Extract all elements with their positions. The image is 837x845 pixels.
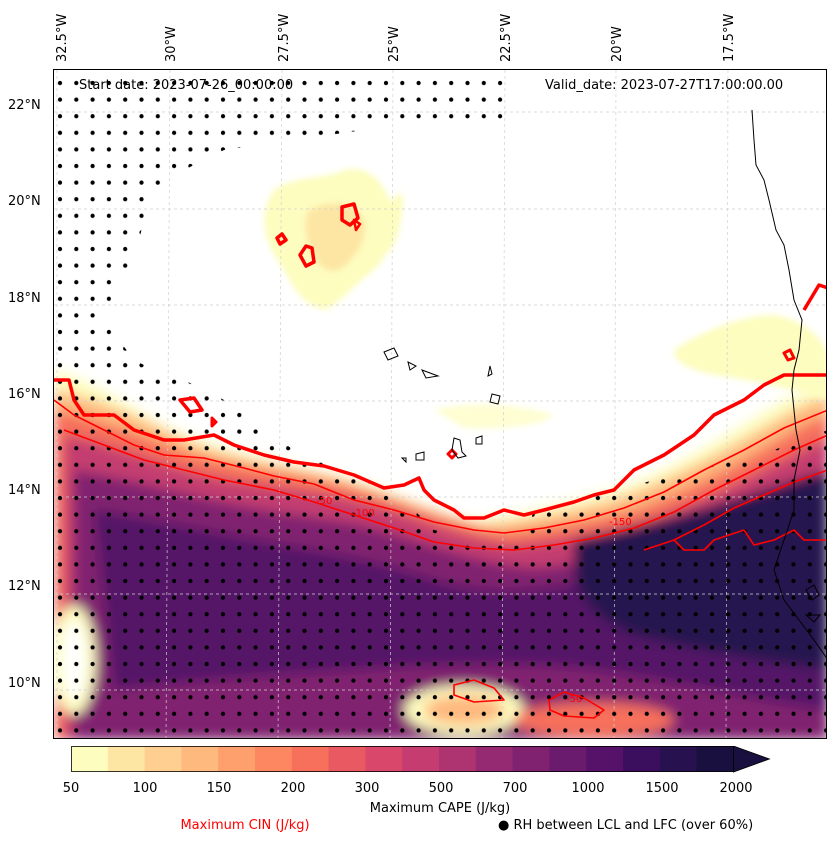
contour-label-50: -50 bbox=[316, 496, 332, 507]
rh-stipple bbox=[54, 70, 826, 738]
valid-date-label: Valid_date: 2023-07-27T17:00:00.00 bbox=[545, 78, 784, 93]
map-canvas: -50 -100 -150 -50 bbox=[54, 70, 826, 738]
colorbar-segment bbox=[365, 746, 403, 772]
colorbar-segment bbox=[659, 746, 698, 772]
lat-label-20n: 20°N bbox=[8, 194, 41, 209]
contour-label-150: -150 bbox=[609, 517, 632, 528]
cb-tick-1000: 1000 bbox=[571, 781, 605, 796]
colorbar-label: Maximum CAPE (J/kg) bbox=[369, 801, 511, 816]
colorbar-segment bbox=[512, 746, 550, 772]
cb-tick-700: 700 bbox=[502, 781, 528, 796]
contour-label-100: -100 bbox=[352, 508, 375, 519]
lon-label-20w: 20°W bbox=[610, 26, 625, 62]
colorbar-segment bbox=[475, 746, 514, 772]
colorbar-segment bbox=[586, 746, 624, 772]
colorbar-segment bbox=[218, 746, 256, 772]
cb-tick-150: 150 bbox=[206, 781, 232, 796]
rh-legend-label: ● RH between LCL and LFC (over 60%) bbox=[498, 818, 754, 833]
cin-contours bbox=[54, 202, 826, 719]
lon-label-25w: 25°W bbox=[387, 26, 402, 62]
lat-label-12n: 12°N bbox=[8, 579, 41, 594]
cin-legend-label: Maximum CIN (J/kg) bbox=[180, 818, 310, 833]
cb-tick-1500: 1500 bbox=[645, 781, 679, 796]
cb-tick-500: 500 bbox=[428, 781, 454, 796]
cape-north-blob bbox=[264, 169, 826, 429]
lat-label-16n: 16°N bbox=[8, 387, 41, 402]
colorbar-segment bbox=[144, 746, 182, 772]
cb-tick-50: 50 bbox=[62, 781, 80, 796]
lat-label-22n: 22°N bbox=[8, 98, 41, 113]
lat-label-10n: 10°N bbox=[8, 676, 41, 691]
colorbar-segment bbox=[549, 746, 587, 772]
lat-label-18n: 18°N bbox=[8, 291, 41, 306]
start-date-label: Start date: 2023-07-26_00:00:00 bbox=[79, 78, 294, 93]
colorbar-segment bbox=[402, 746, 440, 772]
colorbar-segment bbox=[291, 746, 330, 772]
cb-tick-2000: 2000 bbox=[719, 781, 753, 796]
cb-tick-100: 100 bbox=[132, 781, 158, 796]
lon-label-17.5w: 17.5°W bbox=[722, 13, 737, 62]
lon-label-32.5w: 32.5°W bbox=[55, 13, 70, 62]
contour-label-50-south: -50 bbox=[566, 694, 582, 705]
colorbar-segment bbox=[255, 746, 293, 772]
colorbar-extend-arrow bbox=[733, 746, 771, 773]
colorbar-segment bbox=[71, 746, 109, 772]
cin-contour-labels: -50 -100 -150 -50 bbox=[316, 496, 632, 705]
colorbar-segment bbox=[107, 746, 146, 772]
lat-label-14n: 14°N bbox=[8, 483, 41, 498]
colorbar-segment bbox=[181, 746, 219, 772]
lon-label-22.5w: 22.5°W bbox=[499, 13, 514, 62]
colorbar-segment bbox=[623, 746, 661, 772]
colorbar-segment bbox=[328, 746, 366, 772]
colorbar-segment bbox=[696, 746, 734, 772]
lon-label-30w: 30°W bbox=[164, 26, 179, 62]
colorbar-border bbox=[71, 746, 734, 772]
map-panel: -50 -100 -150 -50 bbox=[53, 69, 827, 739]
colorbar-segment bbox=[439, 746, 477, 772]
cb-tick-300: 300 bbox=[354, 781, 380, 796]
cape-colorbar bbox=[71, 746, 771, 773]
coastlines bbox=[383, 109, 826, 659]
cb-tick-200: 200 bbox=[280, 781, 306, 796]
lon-label-27.5w: 27.5°W bbox=[277, 13, 292, 62]
